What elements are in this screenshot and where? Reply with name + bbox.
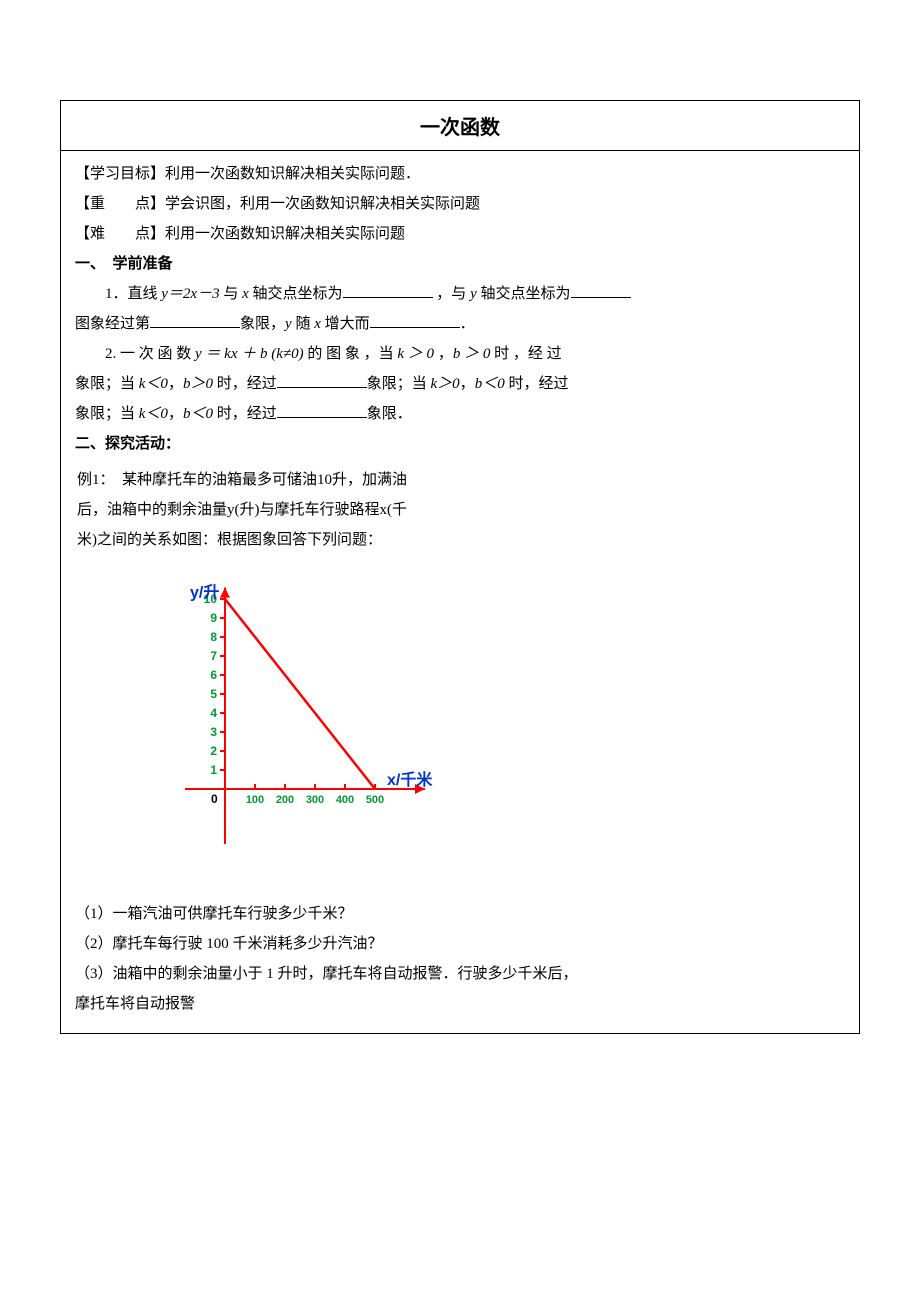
q1-text-d: ，与 [433,286,471,302]
q1-xvar: x [242,286,249,302]
q2-b3: b＜0 [475,376,505,392]
blank-field [277,373,367,388]
chart-svg: 12345678910100200300400500y/升x/千米0 [155,559,455,859]
q1-l2-x: x [314,316,321,332]
q1-l2-b: 象限， [240,316,285,332]
svg-text:0: 0 [211,792,218,806]
example-line1: 例1： 某种摩托车的油箱最多可储油10升，加满油 [77,465,845,495]
section1-heading: 一、 学前准备 [75,249,845,279]
q2-eq: y ＝ kx ＋ b (k≠0) [195,346,304,362]
q2-l2-d: 象限；当 [367,376,431,392]
blank-field [277,403,367,418]
question-2: （2）摩托车每行驶 100 千米消耗多少升汽油？ [75,929,845,959]
q1-text-e: 轴交点坐标为 [477,286,571,302]
svg-text:300: 300 [306,794,324,806]
q1-l2-e: ． [460,316,475,332]
difficulty-row: 【难 点】利用一次函数知识解决相关实际问题 [75,219,845,249]
svg-text:100: 100 [246,794,264,806]
q2-l2-b: ， [168,376,183,392]
learning-goal-row: 【学习目标】利用一次函数知识解决相关实际问题． [75,159,845,189]
svg-text:500: 500 [366,794,384,806]
svg-text:5: 5 [210,687,217,701]
q2-b: 的 图 象 ，当 [304,346,398,362]
q1-l2-c: 随 [292,316,315,332]
difficulty-text: 利用一次函数知识解决相关实际问题 [165,226,405,242]
q2-a: 2. 一 次 函 数 [105,346,195,362]
section2-heading: 二、探究活动： [75,429,845,459]
q2-l2-c: 时，经过 [213,376,277,392]
q2-b2: b＞0 [183,376,213,392]
q2-b1: b ＞ 0 [453,346,491,362]
svg-text:6: 6 [210,668,217,682]
svg-text:3: 3 [210,725,217,739]
q2-l3-c: 时，经过 [213,406,277,422]
learning-goal-text: 利用一次函数知识解决相关实际问题． [165,166,420,182]
prep-q2-line3: 象限；当 k＜0，b＜0 时，经过 象限． [75,399,845,429]
prep-q2-line2: 象限；当 k＜0，b＞0 时，经过象限；当 k＞0，b＜0 时，经过 [75,369,845,399]
key-label: 【重 点】 [75,196,165,212]
q1-text-c: 轴交点坐标为 [249,286,343,302]
learning-goal-label: 【学习目标】 [75,166,165,182]
q2-l3-d: 象限． [367,406,412,422]
prep-q2-line1: 2. 一 次 函 数 y ＝ kx ＋ b (k≠0) 的 图 象 ，当 k ＞… [75,339,845,369]
svg-text:9: 9 [210,611,217,625]
svg-text:400: 400 [336,794,354,806]
example-text-1: 某种摩托车的油箱最多可储油10升，加满油 [107,472,407,488]
svg-text:7: 7 [210,649,217,663]
svg-text:8: 8 [210,630,217,644]
q2-l3-a: 象限；当 [75,406,139,422]
q1-l2-a: 图象经过第 [75,316,150,332]
q2-k2: k＜0 [139,376,168,392]
question-3b: 摩托车将自动报警 [75,989,845,1019]
svg-text:1: 1 [210,763,217,777]
blank-field [150,313,240,328]
q1-text-b: 与 [220,286,243,302]
questions-block: （1）一箱汽油可供摩托车行驶多少千米？ （2）摩托车每行驶 100 千米消耗多少… [75,899,845,1019]
blank-field [343,283,433,298]
blank-field [571,283,631,298]
example-line2: 后，油箱中的剩余油量y(升)与摩托车行驶路程x(千 [77,495,845,525]
q1-l2-d: 增大而 [321,316,370,332]
svg-text:4: 4 [210,706,217,720]
key-text: 学会识图，利用一次函数知识解决相关实际问题 [165,196,480,212]
document-body: 【学习目标】利用一次函数知识解决相关实际问题． 【重 点】学会识图，利用一次函数… [61,151,859,1033]
question-3: （3）油箱中的剩余油量小于 1 升时，摩托车将自动报警．行驶多少千米后， [75,959,845,989]
q1-l2-y: y [285,316,292,332]
svg-text:200: 200 [276,794,294,806]
key-point-row: 【重 点】学会识图，利用一次函数知识解决相关实际问题 [75,189,845,219]
q2-b4: b＜0 [183,406,213,422]
q2-k3: k＞0 [431,376,460,392]
svg-text:x/千米: x/千米 [387,770,433,789]
q2-d: 时 ，经 过 [490,346,561,362]
example-line3: 米)之间的关系如图：根据图象回答下列问题： [77,525,845,555]
q2-l2-f: 时，经过 [505,376,569,392]
q1-text-a: 1．直线 [105,286,161,302]
q2-k1: k ＞ 0 [397,346,434,362]
q2-l2-a: 象限；当 [75,376,139,392]
q1-yvar: y [470,286,477,302]
example-block: 例1： 某种摩托车的油箱最多可储油10升，加满油 后，油箱中的剩余油量y(升)与… [77,465,845,555]
q1-equation: y＝2x－3 [161,286,219,302]
fuel-chart: 12345678910100200300400500y/升x/千米0 [155,559,475,859]
document-title: 一次函数 [61,101,859,151]
q2-l2-e: ， [460,376,475,392]
blank-field [370,313,460,328]
q2-c: ， [434,346,453,362]
question-1: （1）一箱汽油可供摩托车行驶多少千米？ [75,899,845,929]
svg-text:2: 2 [210,744,217,758]
prep-q1-line2: 图象经过第 象限，y 随 x 增大而 ． [75,309,845,339]
document-frame: 一次函数 【学习目标】利用一次函数知识解决相关实际问题． 【重 点】学会识图，利… [60,100,860,1034]
objectives-block: 【学习目标】利用一次函数知识解决相关实际问题． 【重 点】学会识图，利用一次函数… [75,159,845,249]
q2-k4: k＜0 [139,406,168,422]
example-label: 例1： [77,472,107,488]
prep-q1-line1: 1．直线 y＝2x－3 与 x 轴交点坐标为 ，与 y 轴交点坐标为 [75,279,845,309]
q2-l3-b: ， [168,406,183,422]
svg-text:y/升: y/升 [190,583,219,601]
difficulty-label: 【难 点】 [75,226,165,242]
